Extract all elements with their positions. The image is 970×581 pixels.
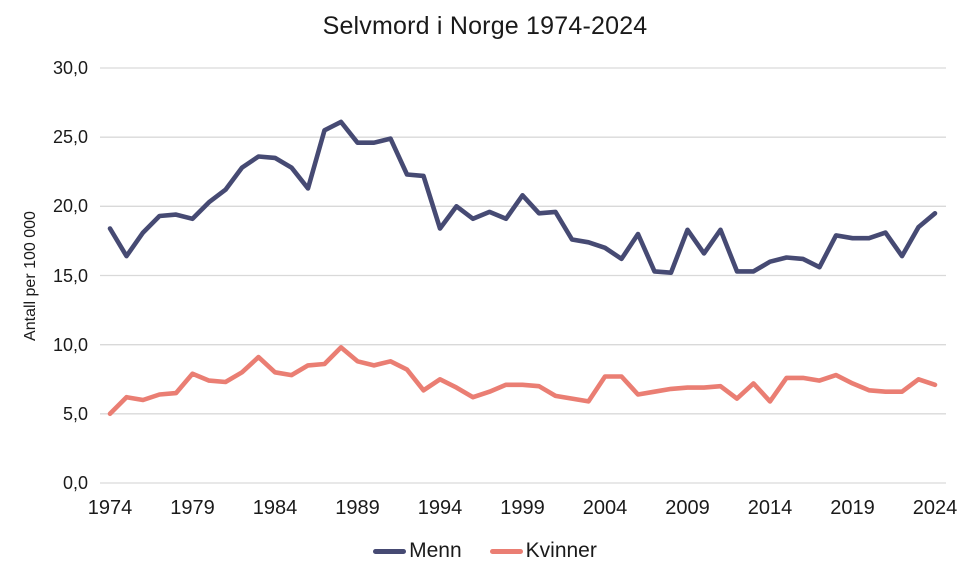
x-tick-label: 1999 — [500, 497, 545, 519]
y-tick-label: 30,0 — [52, 58, 88, 78]
y-tick-label: 5,0 — [62, 403, 88, 424]
x-tick-label: 1989 — [335, 497, 380, 519]
series-line-menn — [107, 119, 938, 276]
y-tick-label: 0,0 — [62, 473, 88, 493]
legend-label-menn: Menn — [409, 539, 462, 562]
x-tick-label: 1984 — [252, 497, 298, 519]
chart-title: Selvmord i Norge 1974-2024 — [322, 12, 648, 40]
y-tick-label: 20,0 — [52, 196, 88, 217]
menn-line-swatch-icon — [373, 548, 407, 554]
x-tick-label: 2024 — [912, 497, 958, 519]
legend-item-kvinner: Kvinner — [489, 539, 597, 563]
x-tick-label: 2004 — [582, 497, 628, 519]
x-tick-label: 2009 — [665, 497, 710, 519]
legend: Menn Kvinner — [0, 539, 970, 563]
series-line-kvinner — [107, 345, 938, 417]
y-tick-label: 10,0 — [52, 334, 88, 355]
x-tick-label: 1974 — [87, 497, 133, 519]
legend-item-menn: Menn — [373, 539, 462, 563]
x-tick-label: 1979 — [170, 497, 215, 519]
x-tick-label: 1994 — [417, 497, 463, 519]
kvinner-line-swatch-icon — [489, 548, 523, 554]
legend-label-kvinner: Kvinner — [525, 539, 597, 562]
y-tick-label: 25,0 — [52, 127, 88, 148]
x-tick-label: 2019 — [830, 497, 875, 519]
x-tick-label: 2014 — [747, 497, 793, 519]
y-tick-label: 15,0 — [52, 265, 88, 286]
